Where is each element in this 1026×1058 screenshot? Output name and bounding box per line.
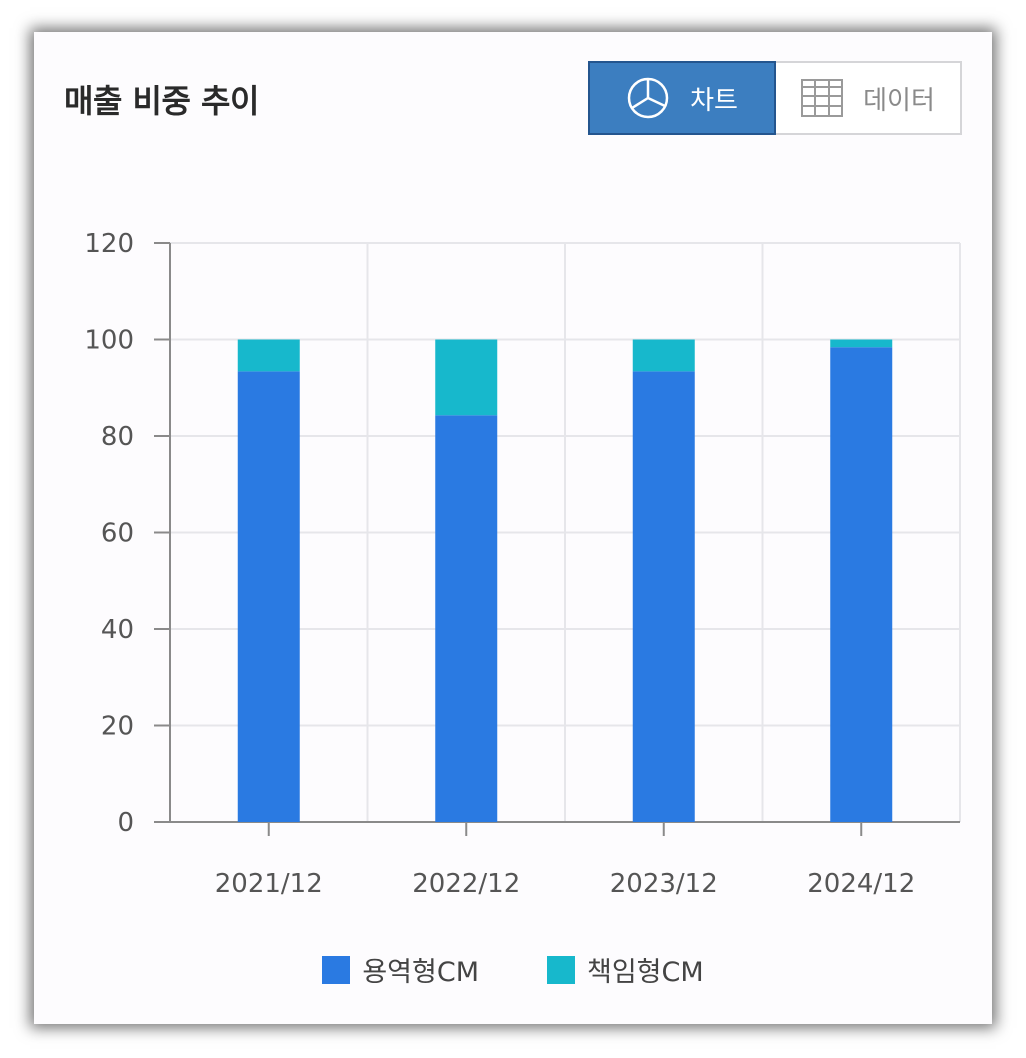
y-tick-label: 60 [101,519,134,549]
bar-series2-2022-12 [435,339,498,416]
data-view-label: 데이터 [863,85,935,116]
legend-item-series1[interactable]: 용역형CM [322,950,479,989]
y-tick-label: 120 [84,229,134,259]
stacked-bar-chart: 0 20 40 60 80 100 120 2021/12 2022/12 2023/12 2024… [84,229,961,899]
view-toggle: 차트 데이터 [588,61,962,135]
y-tick-label: 0 [117,808,134,838]
chart-view-label: 차트 [690,85,738,116]
chart-card: 매출 비중 추이 차트 [34,32,992,1024]
x-tick-label: 2021/12 [215,869,323,899]
chart-view-button[interactable]: 차트 [588,61,776,135]
pie-chart-icon [626,76,670,120]
y-tick-label: 80 [101,422,134,452]
y-tick-label: 100 [84,326,134,356]
bar-series2-2023-12 [632,339,695,372]
data-view-button[interactable]: 데이터 [776,61,962,135]
page-title: 매출 비중 추이 [64,82,259,120]
bar-series1-2024-12 [830,347,893,822]
y-tick-label: 20 [101,712,134,742]
grid-table-icon [801,79,844,117]
bar-series2-2024-12 [830,339,893,348]
legend-swatch-series2 [547,955,575,984]
bar-series1-2023-12 [632,371,695,822]
chart-legend: 용역형CM 책임형CM [34,950,992,989]
x-tick-label: 2023/12 [610,869,718,899]
legend-item-series2[interactable]: 책임형CM [547,950,704,989]
legend-label-series2: 책임형CM [587,957,704,988]
bar-series2-2021-12 [237,339,300,372]
legend-swatch-series1 [322,955,351,984]
y-tick-label: 40 [101,615,134,645]
legend-label-series1: 용역형CM [362,957,479,988]
x-tick-label: 2022/12 [412,869,520,899]
bar-series1-2022-12 [435,415,498,822]
x-tick-label: 2024/12 [807,869,915,899]
bar-series1-2021-12 [237,371,300,822]
